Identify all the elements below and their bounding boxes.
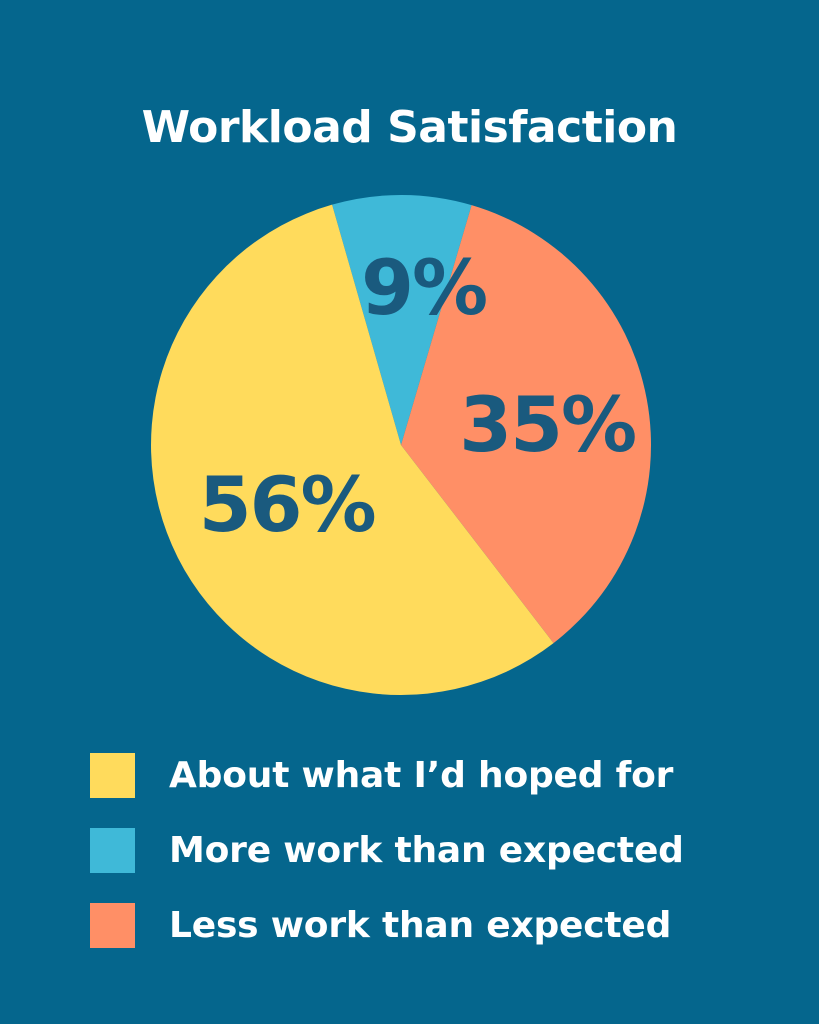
legend-item: Less work than expected xyxy=(90,888,790,963)
pie-slice-label: 56% xyxy=(199,460,375,549)
legend-swatch-less xyxy=(90,903,135,948)
legend-item: About what I’d hoped for xyxy=(90,738,790,813)
legend-label: About what I’d hoped for xyxy=(169,755,674,796)
legend-label: More work than expected xyxy=(169,830,684,871)
chart-title: Workload Satisfaction xyxy=(141,102,678,153)
legend-label: Less work than expected xyxy=(169,905,672,946)
pie-slice-labels: 9% 35% 56% xyxy=(199,243,637,549)
pie-slice-label: 9% xyxy=(361,243,486,332)
legend-item: More work than expected xyxy=(90,813,790,888)
pie-slice xyxy=(151,204,554,695)
pie-chart: 9% 35% 56% xyxy=(151,194,652,695)
legend-swatch-hoped xyxy=(90,753,135,798)
pie-slice xyxy=(332,194,472,445)
legend: About what I’d hoped for More work than … xyxy=(90,738,790,963)
pie-slices xyxy=(151,194,652,695)
pie-slice-label: 35% xyxy=(459,380,635,469)
legend-swatch-more xyxy=(90,828,135,873)
pie-slice xyxy=(401,205,652,644)
